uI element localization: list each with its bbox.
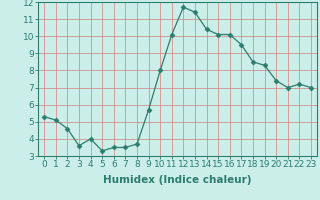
X-axis label: Humidex (Indice chaleur): Humidex (Indice chaleur)	[103, 175, 252, 185]
